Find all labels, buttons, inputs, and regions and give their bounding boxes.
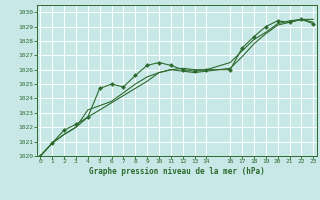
X-axis label: Graphe pression niveau de la mer (hPa): Graphe pression niveau de la mer (hPa) (89, 167, 265, 176)
